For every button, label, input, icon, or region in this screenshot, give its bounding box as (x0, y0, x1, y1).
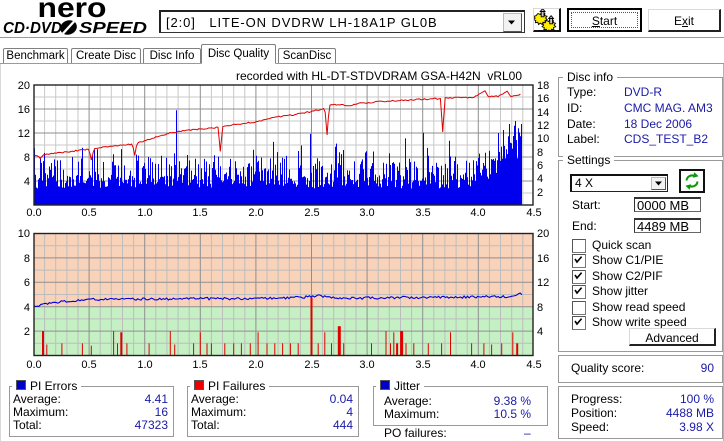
svg-text:1.5: 1.5 (192, 207, 207, 219)
svg-text:10: 10 (537, 133, 549, 145)
svg-text:3.5: 3.5 (415, 207, 430, 219)
svg-text:4.0: 4.0 (470, 359, 485, 371)
svg-text:0.5: 0.5 (81, 207, 96, 219)
svg-text:4: 4 (24, 302, 30, 314)
svg-text:0.5: 0.5 (81, 359, 96, 371)
svg-text:6: 6 (537, 160, 543, 172)
svg-text:4.5: 4.5 (526, 359, 541, 371)
svg-text:2: 2 (24, 326, 30, 338)
svg-text:4: 4 (24, 176, 30, 188)
svg-text:4.0: 4.0 (470, 207, 485, 219)
svg-text:12: 12 (537, 120, 549, 132)
svg-text:10: 10 (18, 228, 30, 240)
svg-text:18: 18 (537, 80, 549, 92)
svg-text:3.5: 3.5 (415, 359, 430, 371)
svg-text:CD·DVD: CD·DVD (3, 20, 62, 37)
svg-text:16: 16 (537, 253, 549, 265)
svg-text:3.0: 3.0 (359, 359, 374, 371)
svg-text:4: 4 (537, 173, 543, 185)
svg-text:3.0: 3.0 (359, 207, 374, 219)
svg-text:20: 20 (18, 80, 30, 92)
svg-text:1.5: 1.5 (192, 359, 207, 371)
svg-text:2.0: 2.0 (248, 359, 263, 371)
svg-text:2.0: 2.0 (248, 207, 263, 219)
svg-text:0.0: 0.0 (26, 359, 41, 371)
svg-text:6: 6 (24, 277, 30, 289)
svg-text:16: 16 (18, 104, 30, 116)
svg-text:12: 12 (537, 277, 549, 289)
svg-text:1.0: 1.0 (137, 359, 152, 371)
svg-text:8: 8 (537, 147, 543, 159)
svg-text:8: 8 (24, 152, 30, 164)
svg-text:16: 16 (537, 93, 549, 105)
svg-text:14: 14 (537, 107, 549, 119)
svg-text:SPEED: SPEED (79, 20, 147, 37)
svg-text:4: 4 (537, 326, 543, 338)
svg-text:2: 2 (537, 187, 543, 199)
svg-text:1.0: 1.0 (137, 207, 152, 219)
svg-text:4.5: 4.5 (526, 207, 541, 219)
svg-text:12: 12 (18, 128, 30, 140)
svg-text:8: 8 (537, 302, 543, 314)
svg-text:20: 20 (537, 228, 549, 240)
svg-text:nero: nero (38, 0, 107, 23)
svg-text:2.5: 2.5 (304, 359, 319, 371)
svg-text:8: 8 (24, 253, 30, 265)
svg-text:recorded with HL-DT-STDVDRAM G: recorded with HL-DT-STDVDRAM GSA-H42N vR… (236, 69, 522, 83)
svg-text:2.5: 2.5 (304, 207, 319, 219)
svg-text:0.0: 0.0 (26, 207, 41, 219)
